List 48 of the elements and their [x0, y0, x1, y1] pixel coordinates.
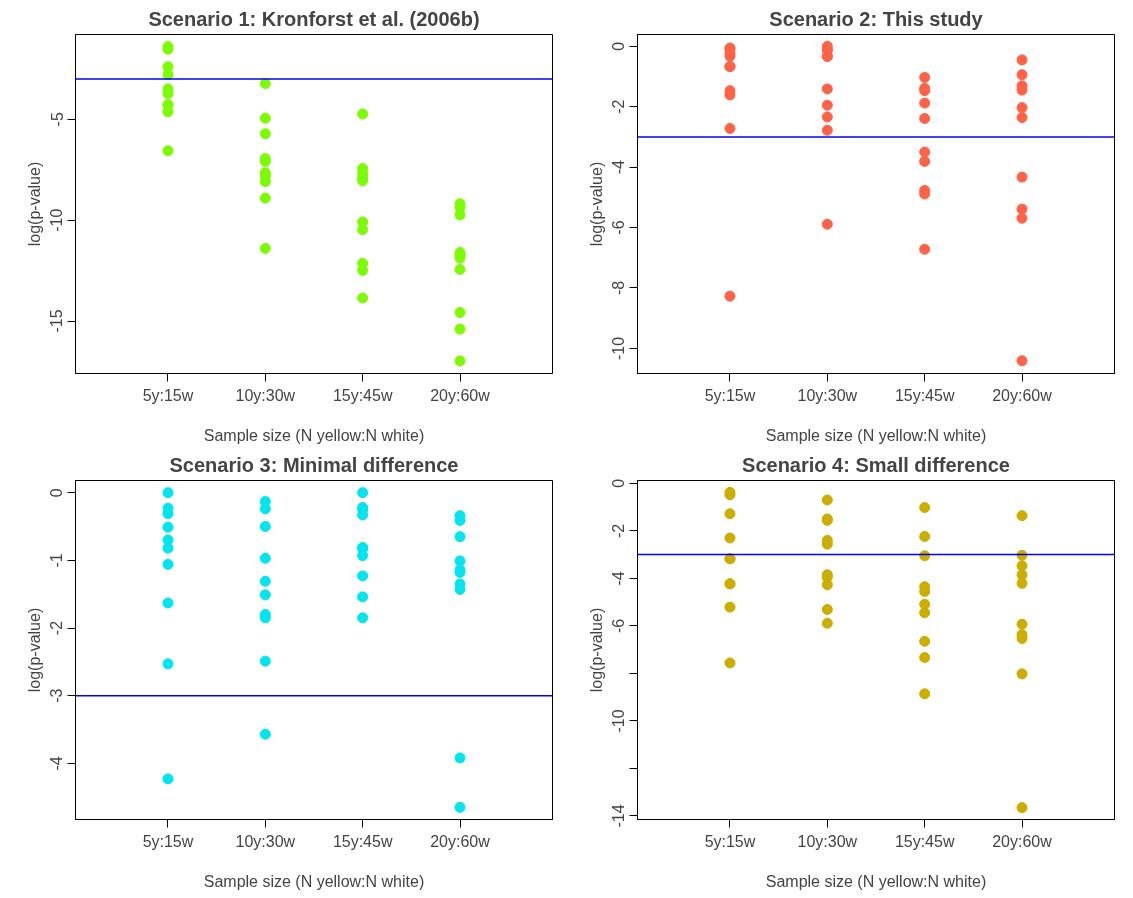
x-tick-label: 15y:45w	[894, 386, 955, 404]
y-tick-label: 0	[610, 478, 628, 488]
x-tick-label: 5y:15w	[704, 386, 756, 404]
chart-title: Scenario 3: Minimal difference	[169, 453, 459, 476]
chart-title: Scenario 1: Kronforst et al. (2006b)	[148, 7, 480, 30]
y-tick-label: -1	[48, 553, 66, 568]
y-tick-label: -4	[610, 571, 628, 586]
y-axis-title: log(p-value)	[587, 607, 605, 693]
y-tick-label: -4	[610, 159, 628, 175]
y-tick-label: -2	[610, 523, 628, 538]
x-tick-label: 20y:60w	[430, 386, 491, 404]
y-tick-label: -2	[48, 620, 66, 636]
y-tick-label: -3	[48, 688, 66, 703]
x-axis-title: Sample size (N yellow:N white)	[203, 426, 425, 444]
y-tick-label: 0	[48, 488, 66, 498]
y-axis-title: log(p-value)	[25, 161, 43, 247]
chart-title: Scenario 2: This study	[769, 7, 984, 30]
y-tick-label: -8	[610, 280, 628, 296]
y-tick-label: -6	[610, 618, 628, 633]
x-axis-title: Sample size (N yellow:N white)	[765, 426, 987, 444]
x-tick-label: 5y:15w	[142, 832, 194, 850]
y-tick-label: -2	[610, 99, 628, 114]
y-axis-title: log(p-value)	[587, 161, 605, 247]
x-tick-label: 15y:45w	[332, 832, 393, 850]
y-tick-label: -14	[610, 804, 628, 828]
chart-title: Scenario 4: Small difference	[742, 453, 1010, 476]
x-tick-label: 10y:30w	[797, 832, 858, 850]
y-tick-label: -10	[48, 208, 66, 232]
x-tick-label: 5y:15w	[704, 832, 756, 850]
x-axis-title: Sample size (N yellow:N white)	[203, 872, 425, 890]
x-tick-label: 20y:60w	[992, 832, 1053, 850]
y-axis-title: log(p-value)	[25, 607, 43, 693]
y-tick-label: -5	[48, 112, 66, 127]
y-tick-label: -10	[610, 709, 628, 733]
x-tick-label: 15y:45w	[332, 386, 393, 404]
y-tick-label: -6	[610, 220, 628, 235]
x-tick-label: 20y:60w	[992, 386, 1053, 404]
x-tick-label: 5y:15w	[142, 386, 194, 404]
y-tick-label: 0	[610, 41, 628, 51]
y-tick-label: -10	[610, 336, 628, 360]
y-tick-label: -4	[48, 756, 66, 771]
x-axis-title: Sample size (N yellow:N white)	[765, 872, 987, 890]
x-tick-label: 15y:45w	[894, 832, 955, 850]
x-tick-label: 10y:30w	[797, 386, 858, 404]
x-tick-label: 10y:30w	[235, 386, 296, 404]
x-tick-label: 10y:30w	[235, 832, 296, 850]
y-tick-label: -15	[48, 309, 66, 333]
x-tick-label: 20y:60w	[430, 832, 491, 850]
